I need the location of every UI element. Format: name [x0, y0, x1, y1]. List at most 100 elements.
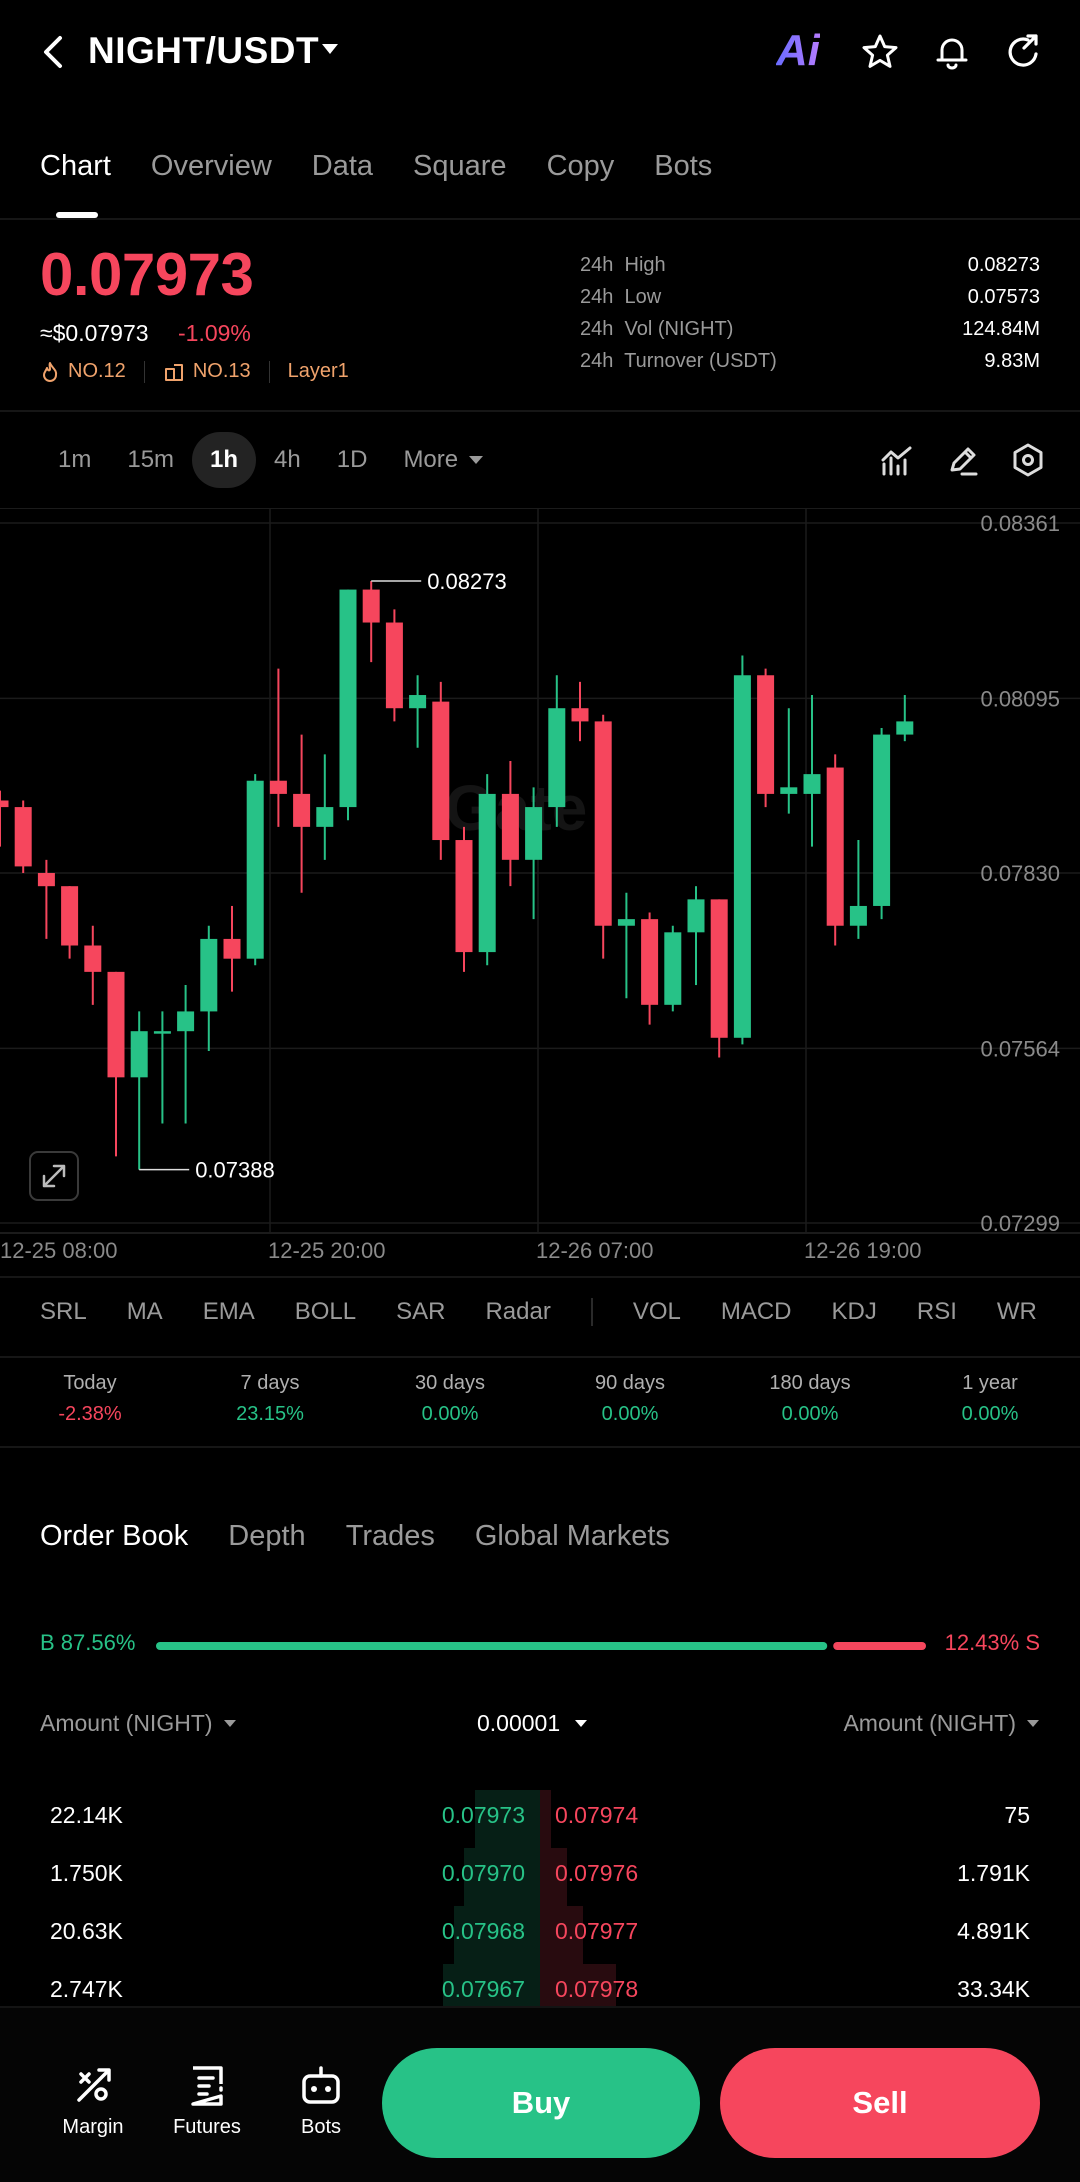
nav-futures-label: Futures	[173, 2116, 241, 2138]
candle-body	[826, 767, 844, 926]
candle	[873, 727, 891, 920]
indicator-srl[interactable]: SRL	[40, 1298, 87, 1325]
candle-body	[455, 840, 473, 953]
indicator-macd[interactable]: MACD	[720, 1298, 792, 1325]
nav-bots[interactable]: Bots	[266, 2064, 376, 2139]
candle-body	[316, 807, 334, 827]
candle-body	[269, 780, 287, 794]
nav-margin-label: Margin	[62, 2116, 124, 2138]
indicator-chart-icon[interactable]	[880, 444, 914, 478]
orderbook-row[interactable]: 20.63K 0.07968 0.07977 4.891K	[0, 1906, 1080, 1964]
chevron-down-icon	[1027, 1720, 1039, 1727]
candle-body	[223, 938, 241, 959]
candle	[200, 925, 218, 1051]
category-tag[interactable]: Layer1	[287, 360, 349, 382]
nav-margin[interactable]: Margin	[38, 2064, 148, 2139]
tab-square[interactable]: Square	[413, 150, 507, 182]
indicator-ma[interactable]: MA	[126, 1298, 163, 1325]
candle-body	[339, 589, 357, 808]
indicator-wr[interactable]: WR	[996, 1298, 1037, 1325]
usd-price: ≈$0.07973	[40, 320, 149, 346]
tab-order-book[interactable]: Order Book	[40, 1520, 189, 1552]
indicator-sar[interactable]: SAR	[396, 1298, 446, 1325]
nav-futures[interactable]: Futures	[152, 2064, 262, 2139]
ask-amount: 1.791K	[957, 1860, 1030, 1886]
rank-hot[interactable]: NO.12	[40, 360, 126, 383]
tab-copy[interactable]: Copy	[546, 150, 615, 182]
back-arrow-icon[interactable]	[36, 32, 72, 72]
ai-assistant-icon[interactable]: Ai	[776, 26, 820, 75]
nav-bots-label: Bots	[300, 2116, 342, 2138]
candle	[61, 886, 79, 959]
timeframe-1h[interactable]: 1h	[192, 432, 257, 488]
precision-selector[interactable]: 0.00001	[477, 1710, 588, 1737]
drawing-pen-icon[interactable]	[946, 444, 980, 478]
candle	[177, 985, 195, 1124]
extreme-markers: 0.08273 0.07388	[139, 569, 507, 1183]
indicator-kdj[interactable]: KDJ	[831, 1298, 877, 1325]
candle	[339, 589, 357, 821]
candle	[571, 681, 589, 742]
pair-dropdown-caret-icon[interactable]	[320, 42, 340, 56]
futures-document-icon	[191, 2066, 223, 2106]
bid-price: 0.07967	[441, 1976, 525, 2002]
ask-depth-bar	[540, 1848, 567, 1906]
tab-chart[interactable]: Chart	[40, 150, 111, 220]
favorite-star-icon[interactable]	[860, 32, 900, 72]
divider	[143, 360, 145, 383]
ask-amount: 4.891K	[957, 1918, 1030, 1944]
ratio-bar	[156, 1642, 926, 1650]
indicator-ema[interactable]: EMA	[202, 1298, 255, 1325]
x-tick-label: 12-26 07:00	[536, 1238, 653, 1263]
divider	[0, 1276, 1080, 1278]
indicator-radar[interactable]: Radar	[485, 1298, 551, 1325]
timeframe-more[interactable]: More	[385, 432, 502, 488]
candle-body	[757, 675, 775, 794]
chevron-down-icon	[223, 1720, 236, 1727]
indicator-rsi[interactable]: RSI	[916, 1298, 957, 1325]
indicator-boll[interactable]: BOLL	[294, 1298, 357, 1325]
candle-body	[664, 932, 682, 1005]
candle	[455, 826, 473, 972]
indicator-vol[interactable]: VOL	[632, 1298, 681, 1325]
ask-price: 0.07978	[555, 1976, 639, 2002]
indicator-tabs: SRL MA EMA BOLL SAR Radar VOL MACD KDJ R…	[40, 1298, 1080, 1326]
share-refresh-icon[interactable]	[1004, 32, 1044, 72]
tab-overview[interactable]: Overview	[150, 150, 272, 182]
candle	[293, 734, 311, 893]
tab-data[interactable]: Data	[311, 150, 374, 182]
chart-canvas[interactable]: Gate 0.083610.080950.078300.075640.07299…	[0, 507, 1080, 1270]
bid-depth-bar	[464, 1848, 540, 1906]
candle-body	[37, 873, 55, 887]
right-amount-selector[interactable]: Amount (NIGHT)	[843, 1710, 1040, 1737]
buy-button[interactable]: Buy	[382, 2048, 700, 2158]
candle-body	[617, 919, 635, 926]
stat-row: 24h High 0.08273	[580, 254, 1040, 276]
stat-row: 24h Turnover (USDT) 9.83M	[580, 350, 1040, 372]
ask-depth-bar	[540, 1906, 584, 1964]
chart-settings-icon[interactable]	[1010, 442, 1046, 478]
fullscreen-button[interactable]	[29, 1151, 79, 1201]
candle	[223, 905, 241, 992]
candlestick-chart[interactable]: Gate 0.083610.080950.078300.075640.07299…	[0, 507, 1080, 1270]
timeframe-15m[interactable]: 15m	[127, 446, 175, 473]
tab-bots[interactable]: Bots	[654, 150, 713, 182]
orderbook-row[interactable]: 22.14K 0.07973 0.07974 75	[0, 1790, 1080, 1848]
timeframe-1m[interactable]: 1m	[58, 446, 92, 473]
candle	[594, 714, 612, 959]
tab-depth[interactable]: Depth	[228, 1520, 306, 1552]
orderbook-row[interactable]: 1.750K 0.07970 0.07976 1.791K	[0, 1848, 1080, 1906]
bid-amount: 1.750K	[50, 1860, 123, 1886]
timeframe-1d[interactable]: 1D	[336, 446, 368, 473]
sell-button[interactable]: Sell	[720, 2048, 1040, 2158]
tab-trades[interactable]: Trades	[345, 1520, 435, 1552]
candle	[525, 787, 543, 920]
notification-bell-icon[interactable]	[932, 32, 972, 72]
pair-title[interactable]: NIGHT/USDT	[88, 30, 320, 71]
left-amount-selector[interactable]: Amount (NIGHT)	[40, 1710, 237, 1737]
timeframe-4h[interactable]: 4h	[274, 446, 301, 473]
tab-global-markets[interactable]: Global Markets	[474, 1520, 670, 1552]
rank-sector[interactable]: NO.13	[163, 360, 251, 383]
candle-body	[130, 1031, 148, 1078]
high-marker-label: 0.08273	[427, 569, 507, 594]
